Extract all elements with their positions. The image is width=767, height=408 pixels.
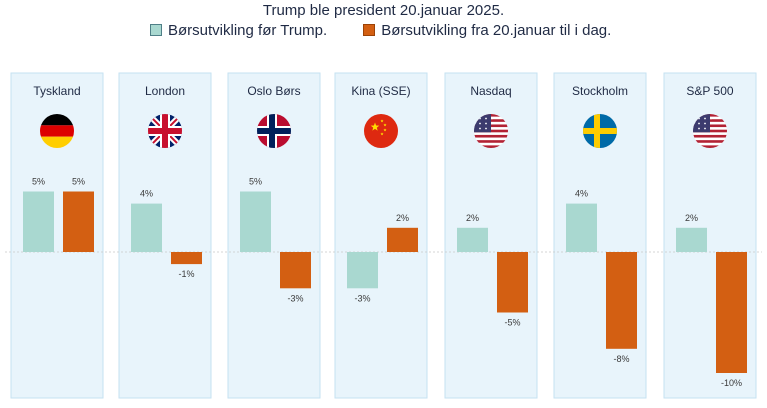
market-name: S&P 500 bbox=[686, 84, 733, 98]
germany-flag-icon bbox=[40, 114, 74, 148]
bar-before-trump bbox=[566, 203, 597, 252]
data-label-after: -1% bbox=[178, 269, 194, 279]
legend-label-before: Børsutvikling før Trump. bbox=[168, 21, 328, 39]
sweden-flag-icon bbox=[583, 114, 617, 148]
bar-after-trump bbox=[387, 227, 418, 252]
china-flag-icon bbox=[364, 114, 398, 148]
legend-swatch-after bbox=[363, 24, 376, 36]
bar-before-trump bbox=[347, 252, 378, 289]
bar-before-trump bbox=[676, 227, 707, 252]
bar-after-trump bbox=[171, 252, 202, 265]
data-label-after: -8% bbox=[613, 354, 629, 364]
bar-after-trump bbox=[497, 252, 528, 313]
data-label-after: -10% bbox=[721, 378, 742, 388]
usa-flag-icon bbox=[474, 114, 508, 148]
bar-after-trump bbox=[716, 252, 747, 373]
legend-label-after: Børsutvikling fra 20.januar til i dag. bbox=[381, 21, 612, 39]
data-label-before: 2% bbox=[466, 213, 479, 223]
legend-item-before: Børsutvikling før Trump. bbox=[150, 22, 327, 39]
legend-swatch-before bbox=[150, 24, 162, 36]
data-label-before: -3% bbox=[354, 293, 370, 303]
data-label-before: 5% bbox=[249, 177, 262, 187]
chart-title: Trump ble president 20.januar 2025. bbox=[262, 2, 505, 19]
usa-flag-icon bbox=[693, 114, 727, 148]
legend-item-after: Børsutvikling fra 20.januar til i dag. bbox=[363, 22, 611, 39]
legend: Børsutvikling før Trump. Børsutvikling f… bbox=[150, 21, 611, 39]
data-label-before: 4% bbox=[575, 189, 588, 199]
market-name: Tyskland bbox=[33, 84, 80, 98]
bar-after-trump bbox=[63, 191, 94, 252]
market-name: Kina (SSE) bbox=[351, 84, 410, 98]
data-label-after: -3% bbox=[287, 293, 303, 303]
market-name: London bbox=[145, 84, 185, 98]
data-label-after: 5% bbox=[72, 177, 85, 187]
uk-flag-icon bbox=[148, 114, 182, 148]
data-label-after: 2% bbox=[396, 213, 409, 223]
market-name: Nasdaq bbox=[470, 84, 511, 98]
bar-before-trump bbox=[240, 191, 271, 252]
market-name: Oslo Børs bbox=[247, 84, 300, 98]
data-label-before: 2% bbox=[685, 213, 698, 223]
bar-after-trump bbox=[606, 252, 637, 349]
bar-after-trump bbox=[280, 252, 311, 289]
bar-before-trump bbox=[131, 203, 162, 252]
bar-before-trump bbox=[457, 227, 488, 252]
data-label-after: -5% bbox=[504, 318, 520, 328]
bar-before-trump bbox=[23, 191, 54, 252]
data-label-before: 5% bbox=[32, 177, 45, 187]
norway-flag-icon bbox=[257, 114, 291, 148]
data-label-before: 4% bbox=[140, 189, 153, 199]
market-name: Stockholm bbox=[572, 84, 628, 98]
